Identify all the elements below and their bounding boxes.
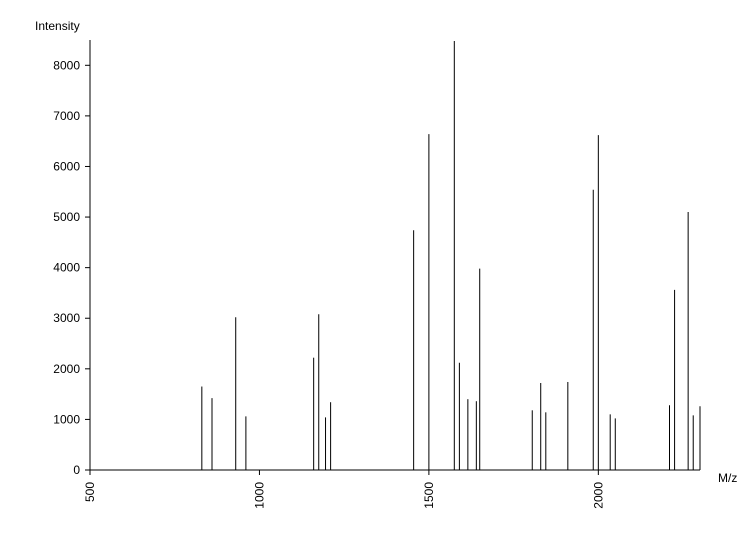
x-tick-label: 1000	[252, 482, 266, 509]
x-tick-label: 1500	[422, 482, 436, 509]
x-tick-label: 500	[83, 482, 97, 502]
y-tick-label: 4000	[53, 261, 80, 275]
y-tick-label: 2000	[53, 362, 80, 376]
y-tick-label: 5000	[53, 210, 80, 224]
x-ticks: 500 1000 1500 2000	[83, 470, 605, 509]
y-tick-label: 3000	[53, 311, 80, 325]
y-tick-label: 0	[73, 463, 80, 477]
y-tick-label: 7000	[53, 109, 80, 123]
y-tick-label: 8000	[53, 58, 80, 72]
plot-area: 0 1000 2000 3000 4000 5000 6000 7000 8000 500 100…	[35, 19, 737, 509]
x-tick-label: 2000	[591, 482, 605, 509]
mass-spectrum-chart: 0 1000 2000 3000 4000 5000 6000 7000 8000 500 100…	[0, 0, 750, 540]
spectrum-peaks	[202, 41, 700, 470]
y-axis-title: Intensity	[35, 19, 80, 33]
y-tick-label: 1000	[53, 412, 80, 426]
y-ticks: 0 1000 2000 3000 4000 5000 6000 7000 8000	[53, 58, 90, 477]
x-axis-title: M/z	[718, 471, 737, 485]
y-tick-label: 6000	[53, 159, 80, 173]
